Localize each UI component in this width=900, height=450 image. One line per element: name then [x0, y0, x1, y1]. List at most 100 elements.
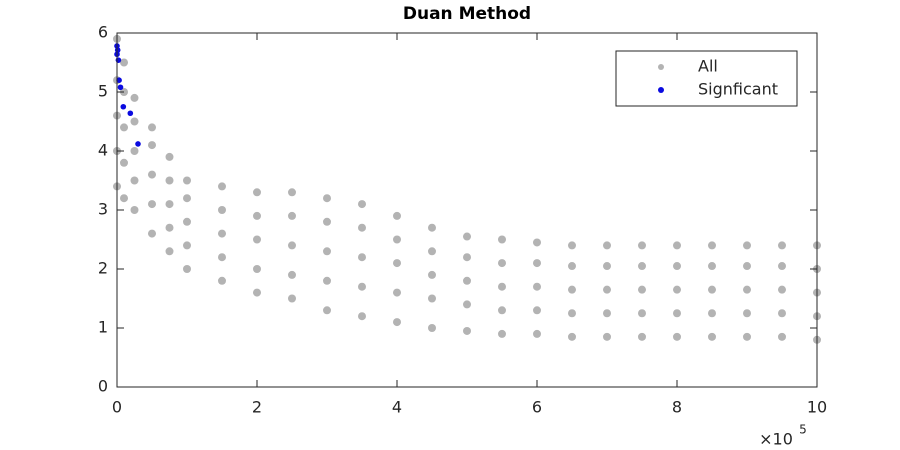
- point: [603, 241, 611, 250]
- point: [130, 206, 139, 214]
- point: [253, 288, 261, 297]
- point: [393, 259, 401, 268]
- point: [568, 262, 576, 271]
- point: [288, 270, 296, 279]
- point: [638, 285, 646, 294]
- point: [253, 235, 261, 244]
- point: [603, 332, 611, 341]
- point: [533, 238, 541, 247]
- point: [778, 241, 786, 250]
- point: [778, 262, 786, 271]
- point: [463, 276, 471, 285]
- point: [148, 123, 156, 132]
- point: [218, 229, 226, 238]
- point: [120, 58, 128, 67]
- x-tick-label: 6: [532, 398, 542, 417]
- point: [358, 282, 366, 291]
- point: [323, 306, 331, 315]
- point: [638, 309, 646, 318]
- point: [165, 223, 174, 232]
- point: [708, 262, 716, 271]
- point: [533, 329, 541, 338]
- point: [323, 247, 331, 256]
- point: [498, 282, 506, 291]
- point: [120, 158, 128, 167]
- point: [183, 176, 191, 185]
- x-tick-label: 4: [392, 398, 402, 417]
- y-tick-label: 3: [98, 200, 108, 219]
- x-tick-label: 10: [807, 398, 827, 417]
- x-multiplier-exponent: 5: [799, 423, 807, 437]
- point: [428, 270, 436, 279]
- point: [393, 235, 401, 244]
- point: [288, 294, 296, 303]
- point: [743, 262, 751, 271]
- point: [533, 282, 541, 291]
- point: [130, 93, 139, 102]
- point: [165, 247, 174, 256]
- point: [288, 211, 296, 220]
- point: [498, 329, 506, 338]
- point: [120, 103, 127, 110]
- point: [148, 229, 156, 238]
- legend-label: Signficant: [698, 80, 778, 99]
- point: [778, 309, 786, 318]
- point: [638, 241, 646, 250]
- point: [778, 285, 786, 294]
- point: [218, 253, 226, 262]
- x-tick-label: 0: [112, 398, 122, 417]
- point: [428, 294, 436, 303]
- x-multiplier: ×10: [759, 430, 793, 449]
- legend-marker: [658, 64, 664, 70]
- point: [148, 170, 156, 179]
- y-tick-label: 6: [98, 23, 108, 42]
- point: [183, 265, 191, 273]
- x-tick-label: 2: [252, 398, 262, 417]
- point: [568, 332, 576, 341]
- point: [708, 285, 716, 294]
- point: [463, 326, 471, 335]
- point: [393, 318, 401, 327]
- y-tick-label: 2: [98, 259, 108, 278]
- point: [498, 259, 506, 268]
- point: [358, 312, 366, 321]
- point: [568, 241, 576, 250]
- point: [498, 306, 506, 315]
- point: [533, 259, 541, 268]
- y-tick-label: 0: [98, 377, 108, 396]
- point: [183, 194, 191, 203]
- point: [358, 253, 366, 262]
- point: [498, 235, 506, 244]
- point: [148, 200, 156, 209]
- point: [463, 232, 471, 241]
- point: [148, 141, 156, 150]
- point: [253, 211, 261, 220]
- point: [117, 84, 124, 91]
- point: [130, 176, 139, 185]
- point: [673, 309, 681, 318]
- point: [463, 253, 471, 262]
- point: [165, 176, 174, 185]
- point: [428, 324, 436, 332]
- y-tick-label: 5: [98, 82, 108, 101]
- point: [130, 147, 139, 155]
- point: [393, 211, 401, 220]
- x-tick-label: 8: [672, 398, 682, 417]
- point: [638, 262, 646, 271]
- point: [120, 123, 128, 132]
- point: [428, 223, 436, 232]
- point: [778, 332, 786, 341]
- point: [323, 217, 331, 226]
- point: [323, 276, 331, 285]
- point: [568, 309, 576, 318]
- point: [127, 110, 134, 117]
- point: [673, 241, 681, 250]
- point: [253, 188, 261, 197]
- y-tick-label: 4: [98, 141, 108, 160]
- chart-title: Duan Method: [403, 4, 531, 24]
- point: [743, 332, 751, 341]
- point: [708, 332, 716, 341]
- point: [603, 262, 611, 271]
- point: [463, 300, 471, 309]
